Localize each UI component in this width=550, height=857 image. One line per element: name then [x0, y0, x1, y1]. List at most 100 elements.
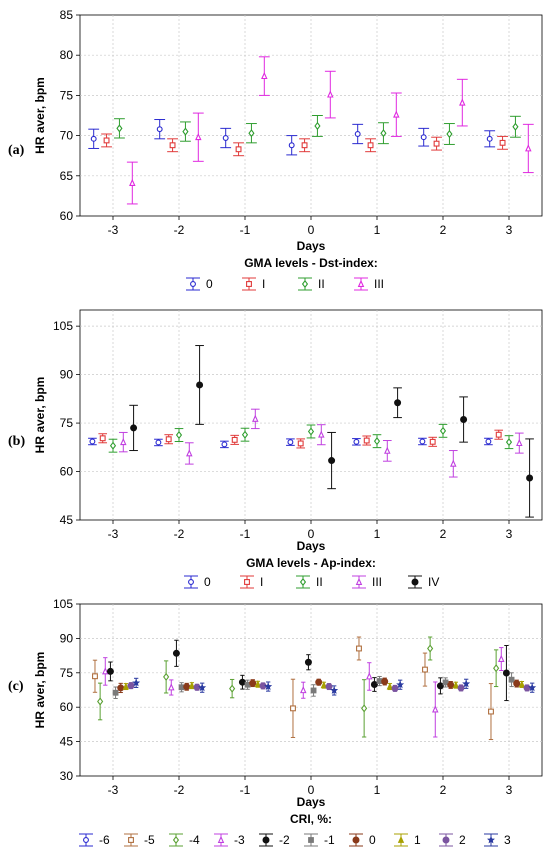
data-point [361, 704, 368, 713]
data-point [182, 127, 189, 136]
data-point [327, 90, 334, 98]
data-point [198, 683, 207, 692]
data-point [439, 426, 447, 435]
legend-item: 2 [439, 833, 466, 847]
data-point [528, 683, 537, 692]
legend-marker [397, 835, 405, 843]
legend-label: 1 [414, 833, 421, 847]
data-point [155, 439, 162, 446]
data-point [92, 673, 98, 680]
legend-marker [487, 835, 495, 844]
y-tick-label: 90 [60, 631, 74, 645]
legend-label: I [262, 277, 265, 291]
data-point [130, 424, 138, 432]
legend-item: -4 [169, 833, 200, 847]
legend-label: -1 [324, 833, 335, 847]
x-axis-title: Days [297, 795, 326, 809]
y-tick-label: 80 [60, 48, 74, 62]
y-tick-label: 45 [60, 735, 74, 749]
data-point [452, 681, 460, 689]
data-point [183, 683, 191, 691]
legend: 0 I II III [186, 277, 384, 291]
data-point [381, 678, 389, 686]
data-point [116, 124, 123, 133]
legend-marker [172, 835, 180, 845]
panel-label: (a) [8, 143, 25, 158]
legend-label: 0 [204, 575, 211, 589]
data-point [367, 142, 374, 149]
data-point [196, 381, 204, 389]
data-point [175, 430, 183, 440]
data-point [486, 135, 493, 142]
legend-marker [262, 836, 270, 844]
data-point [373, 437, 381, 446]
data-point [297, 440, 304, 447]
legend-marker [352, 836, 360, 844]
legend-label: -5 [144, 833, 155, 847]
data-point [384, 446, 391, 454]
data-point [172, 649, 180, 657]
data-point [450, 459, 457, 467]
legend-label: I [260, 575, 263, 589]
data-point [304, 658, 312, 666]
x-tick-label: -1 [240, 527, 251, 541]
legend-marker [83, 837, 89, 843]
data-point [505, 438, 513, 447]
y-tick-label: 60 [60, 465, 74, 479]
legend-item: II [296, 575, 323, 589]
series-1 [122, 680, 526, 691]
data-point [252, 414, 259, 422]
data-point [290, 705, 296, 712]
x-tick-label: -3 [108, 783, 119, 797]
data-point [163, 672, 170, 682]
data-point [122, 682, 130, 690]
data-point [363, 437, 370, 444]
legend-marker [244, 579, 250, 585]
data-point [129, 178, 136, 186]
x-tick-label: 2 [440, 527, 447, 541]
x-tick-label: 1 [374, 783, 381, 797]
data-point [513, 680, 521, 688]
data-point [526, 474, 534, 482]
legend-label: 3 [504, 833, 511, 847]
data-point [89, 438, 96, 445]
data-point [99, 435, 106, 442]
legend-item: I [240, 575, 263, 589]
legend: -6 -5 -4 -3 -2 -1 0 1 2 3 [79, 833, 511, 847]
legend-item: 1 [394, 833, 421, 847]
data-point [422, 666, 428, 673]
data-point [380, 129, 387, 138]
data-point [287, 439, 294, 446]
data-point [516, 438, 523, 447]
data-point [391, 684, 399, 692]
data-point [112, 689, 119, 696]
data-point [354, 131, 361, 137]
data-point [241, 430, 249, 439]
series-0 [88, 437, 493, 449]
data-point [310, 687, 317, 694]
data-point [366, 672, 373, 680]
data-point [433, 140, 440, 147]
legend: 0 I II III IV [184, 575, 439, 589]
series-II [108, 423, 514, 453]
data-point [102, 667, 109, 675]
data-point [127, 682, 135, 690]
series-I [101, 133, 508, 157]
legend-label: -2 [279, 833, 290, 847]
data-point [186, 449, 193, 457]
data-point [495, 431, 502, 438]
x-tick-label: 0 [308, 783, 315, 797]
series-III [118, 408, 524, 478]
legend-title: CRI, %: [290, 812, 332, 826]
data-point [419, 438, 426, 445]
legend-marker [246, 281, 252, 287]
legend-marker [355, 577, 363, 585]
y-tick-label: 105 [53, 597, 73, 611]
x-tick-label: -2 [174, 783, 185, 797]
y-tick-label: 75 [60, 88, 74, 102]
series-IV [129, 345, 534, 518]
series--3 [102, 647, 505, 738]
legend-item: 0 [186, 277, 213, 291]
